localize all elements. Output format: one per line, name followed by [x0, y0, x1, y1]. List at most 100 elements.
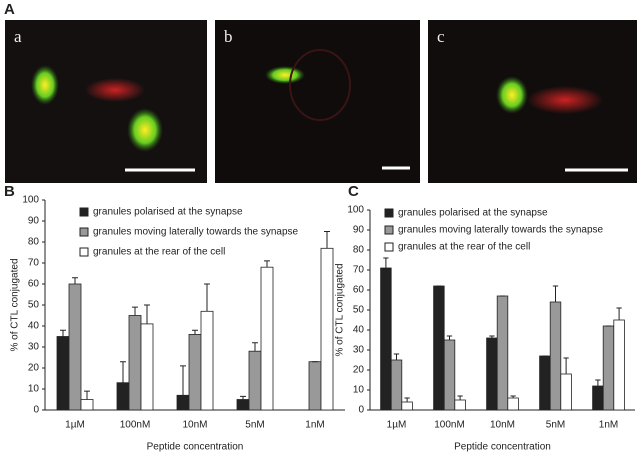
- x-tick-label: 5nM: [245, 420, 264, 431]
- bar: [308, 361, 322, 411]
- y-tick-label: 90: [28, 216, 40, 227]
- error-bar: [264, 260, 270, 268]
- bar: [401, 401, 413, 411]
- y-tick-label: 40: [353, 325, 365, 336]
- error-bar: [383, 257, 389, 268]
- legend-label: granules moving laterally towards the sy…: [93, 227, 299, 238]
- error-bar: [144, 304, 150, 324]
- legend-swatch: [384, 225, 394, 235]
- y-tick-label: 70: [353, 265, 365, 276]
- bar: [176, 394, 190, 411]
- bar: [200, 310, 214, 411]
- x-axis-title: Peptide concentration: [454, 442, 551, 453]
- panel-label: A: [4, 1, 15, 18]
- x-axis-title: Peptide concentration: [147, 442, 244, 453]
- image-label: c: [437, 27, 445, 46]
- bar: [433, 285, 445, 411]
- legend-swatch: [384, 242, 394, 252]
- bar: [248, 350, 262, 411]
- error-bar: [240, 395, 246, 400]
- micrograph: a: [5, 20, 207, 183]
- error-bar: [489, 335, 495, 338]
- error-bar: [252, 342, 258, 352]
- error-bar: [324, 231, 330, 249]
- error-bar: [552, 285, 559, 302]
- x-tick-label: 1nM: [305, 420, 324, 431]
- legend-label: granules at the rear of the cell: [398, 242, 530, 253]
- image-label: b: [224, 27, 233, 46]
- y-axis-title: % of CTL conjugated: [335, 263, 346, 356]
- bar: [560, 373, 572, 411]
- y-tick-label: 100: [347, 205, 364, 216]
- y-tick-label: 100: [22, 195, 39, 206]
- y-tick-label: 50: [353, 305, 365, 316]
- error-bar: [192, 329, 198, 335]
- bar: [236, 399, 250, 411]
- legend-swatch: [79, 227, 89, 237]
- bar: [380, 267, 392, 411]
- y-tick-label: 10: [353, 385, 365, 396]
- y-tick-label: 20: [28, 363, 40, 374]
- y-tick-label: 70: [28, 258, 40, 269]
- x-tick-label: 10nM: [182, 420, 207, 431]
- micrograph: b: [215, 20, 420, 183]
- bar: [188, 333, 202, 411]
- bar: [496, 295, 509, 411]
- error-bar: [404, 397, 410, 402]
- bar: [443, 339, 456, 411]
- bar: [128, 315, 142, 411]
- error-bar: [60, 329, 66, 337]
- y-tick-label: 0: [358, 405, 364, 416]
- x-tick-label: 100nM: [120, 420, 151, 431]
- bar: [320, 247, 334, 411]
- legend-swatch: [79, 247, 89, 257]
- x-tick-label: 1nM: [599, 420, 618, 431]
- legend-label: granules moving laterally towards the sy…: [398, 225, 604, 236]
- x-tick-label: 1µM: [387, 420, 407, 431]
- error-bar: [563, 357, 569, 374]
- error-bar: [446, 335, 453, 340]
- y-tick-label: 20: [353, 365, 365, 376]
- error-bar: [616, 307, 622, 320]
- y-tick-label: 30: [28, 342, 40, 353]
- legend-swatch: [384, 208, 394, 218]
- y-tick-label: 80: [353, 245, 365, 256]
- error-bar: [120, 361, 126, 383]
- error-bar: [204, 283, 210, 312]
- y-tick-label: 0: [33, 405, 39, 416]
- legend-label: granules polarised at the synapse: [398, 208, 548, 219]
- y-tick-label: 60: [28, 279, 40, 290]
- image-label: a: [14, 27, 22, 46]
- x-tick-label: 5nM: [546, 420, 565, 431]
- y-tick-label: 90: [353, 225, 365, 236]
- panel-label: B: [4, 183, 15, 200]
- x-tick-label: 100nM: [434, 420, 465, 431]
- error-bar: [595, 379, 601, 386]
- y-tick-label: 50: [28, 300, 40, 311]
- y-tick-label: 80: [28, 237, 40, 248]
- y-tick-label: 40: [28, 321, 40, 332]
- error-bar: [180, 365, 186, 396]
- bar: [140, 323, 154, 411]
- y-tick-label: 10: [28, 384, 40, 395]
- micrograph: c: [428, 20, 637, 183]
- bar: [613, 319, 625, 411]
- bar: [549, 301, 562, 411]
- legend-swatch: [79, 207, 89, 217]
- bar: [486, 337, 498, 411]
- error-bar: [72, 277, 78, 284]
- panel-label: C: [348, 183, 359, 200]
- bar: [80, 399, 94, 411]
- bar: [592, 385, 604, 411]
- error-bar: [84, 390, 90, 400]
- bar: [539, 355, 551, 411]
- bar: [56, 336, 70, 411]
- bar: [390, 359, 403, 411]
- legend-label: granules polarised at the synapse: [93, 207, 243, 218]
- bar: [454, 399, 466, 411]
- legend-label: granules at the rear of the cell: [93, 247, 225, 258]
- bar: [507, 397, 519, 411]
- x-tick-label: 1µM: [65, 420, 85, 431]
- error-bar: [132, 306, 138, 316]
